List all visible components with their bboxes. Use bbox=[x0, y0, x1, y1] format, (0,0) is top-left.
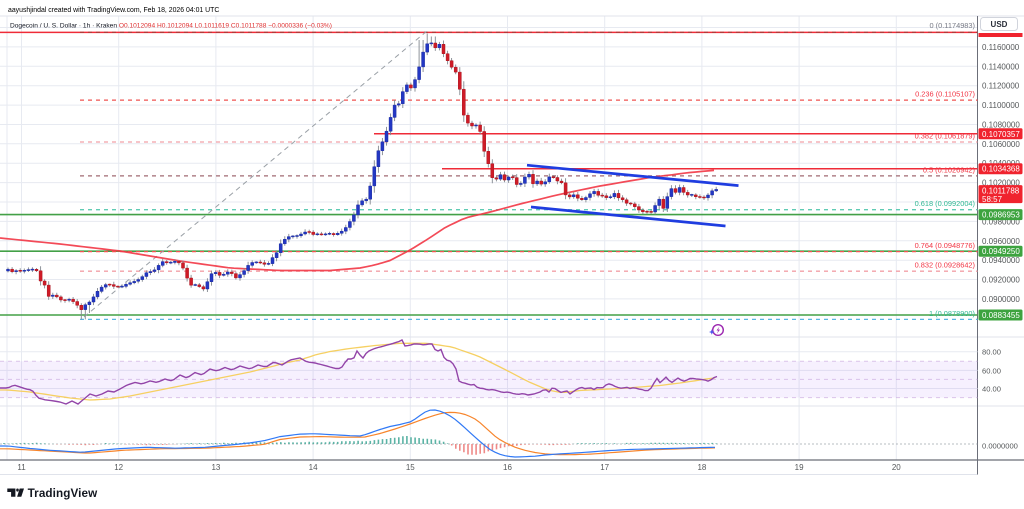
svg-text:18: 18 bbox=[697, 463, 706, 472]
svg-text:0.832 (0.0928642): 0.832 (0.0928642) bbox=[915, 261, 975, 270]
svg-text:0.0000000: 0.0000000 bbox=[982, 441, 1018, 450]
svg-text:1 (0.0878900): 1 (0.0878900) bbox=[929, 309, 975, 318]
svg-text:TradingView: TradingView bbox=[28, 487, 99, 500]
svg-text:0.0949250: 0.0949250 bbox=[982, 247, 1020, 256]
svg-text:0.1100000: 0.1100000 bbox=[982, 101, 1020, 110]
svg-text:80.00: 80.00 bbox=[982, 348, 1001, 357]
svg-text:0.0940000: 0.0940000 bbox=[982, 256, 1020, 265]
svg-text:0.1070357: 0.1070357 bbox=[982, 130, 1020, 139]
svg-text:14: 14 bbox=[309, 463, 318, 472]
svg-text:0.0883455: 0.0883455 bbox=[982, 311, 1020, 320]
svg-text:0.1011788: 0.1011788 bbox=[982, 187, 1020, 196]
svg-text:58:57: 58:57 bbox=[982, 195, 1003, 204]
svg-text:17: 17 bbox=[600, 463, 609, 472]
svg-text:0.0980000: 0.0980000 bbox=[982, 217, 1020, 226]
svg-text:0.236 (0.1105107): 0.236 (0.1105107) bbox=[915, 90, 975, 99]
svg-text:0.764 (0.0948776): 0.764 (0.0948776) bbox=[915, 241, 975, 250]
svg-text:19: 19 bbox=[795, 463, 804, 472]
svg-text:0.1080000: 0.1080000 bbox=[982, 121, 1020, 130]
svg-text:Dogecoin / U. S. Dollar · 1h ·: Dogecoin / U. S. Dollar · 1h · Kraken O0… bbox=[10, 23, 332, 30]
svg-text:0.0986953: 0.0986953 bbox=[982, 211, 1020, 220]
svg-text:0.0960000: 0.0960000 bbox=[982, 237, 1020, 246]
svg-text:0.1120000: 0.1120000 bbox=[982, 82, 1020, 91]
svg-text:0.382 (0.1061879): 0.382 (0.1061879) bbox=[915, 132, 975, 141]
svg-text:0.5 (0.1026942): 0.5 (0.1026942) bbox=[923, 165, 975, 174]
svg-text:0.618 (0.0992004): 0.618 (0.0992004) bbox=[915, 199, 975, 208]
svg-text:16: 16 bbox=[503, 463, 512, 472]
svg-text:0.1140000: 0.1140000 bbox=[982, 62, 1020, 71]
svg-text:15: 15 bbox=[406, 463, 415, 472]
svg-text:12: 12 bbox=[114, 463, 123, 472]
svg-text:0.1160000: 0.1160000 bbox=[982, 43, 1020, 52]
svg-text:60.00: 60.00 bbox=[982, 366, 1001, 375]
svg-text:0.1034368: 0.1034368 bbox=[982, 165, 1020, 174]
svg-text:13: 13 bbox=[211, 463, 220, 472]
svg-text:0.0900000: 0.0900000 bbox=[982, 295, 1020, 304]
svg-text:aayushjindal created with Trad: aayushjindal created with TradingView.co… bbox=[8, 7, 219, 14]
svg-text:20: 20 bbox=[892, 463, 901, 472]
svg-text:USD: USD bbox=[991, 20, 1008, 29]
svg-text:40.00: 40.00 bbox=[982, 385, 1001, 394]
svg-text:11: 11 bbox=[17, 463, 26, 472]
svg-text:0 (0.1174983): 0 (0.1174983) bbox=[930, 21, 975, 30]
svg-text:0.1020000: 0.1020000 bbox=[982, 179, 1020, 188]
svg-text:0.0920000: 0.0920000 bbox=[982, 276, 1020, 285]
svg-text:0.1060000: 0.1060000 bbox=[982, 140, 1020, 149]
